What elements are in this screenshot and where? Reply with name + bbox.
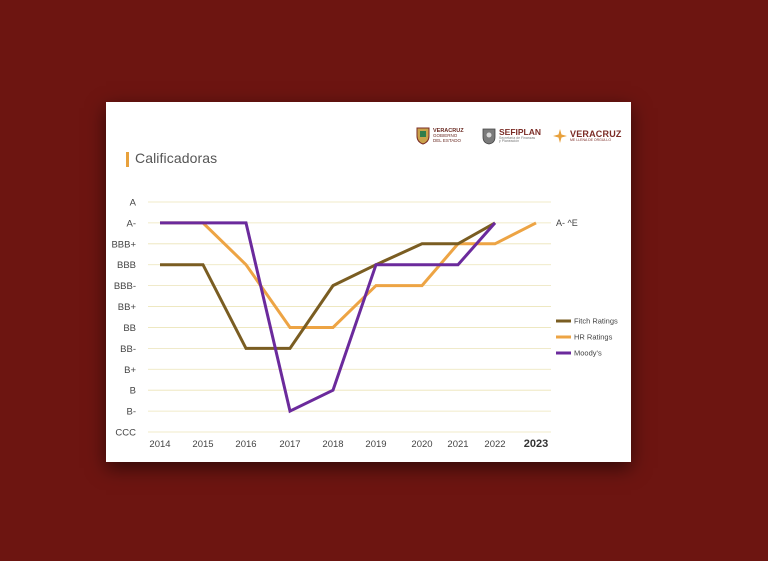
veracruz-orgullo-logo: VERACRUZ ME LLENA DE ORGULLO [553, 120, 622, 152]
slide: Calificadoras VERACRUZ GOBIERNO DEL ESTA… [106, 102, 631, 462]
sefiplan-logo: SEFIPLAN Secretaría de Finanzas y Planea… [482, 120, 541, 152]
x-tick-label: 2021 [447, 439, 468, 450]
x-tick-label: 2017 [279, 439, 300, 450]
grid-lines [148, 201, 551, 433]
y-tick-label: B- [127, 407, 137, 418]
y-tick-label: BBB- [114, 281, 136, 292]
logo2-line2: Secretaría de Finanzas [499, 135, 536, 140]
y-tick-label: BB [123, 323, 136, 334]
x-tick-label: 2015 [192, 439, 213, 450]
crest-icon [482, 128, 496, 145]
legend-label: Moody's [574, 349, 602, 358]
series-line-fitch-ratings [160, 221, 496, 350]
y-tick-label: B+ [124, 365, 136, 376]
y-tick-label: CCC [115, 428, 136, 439]
x-tick-label: 2016 [235, 439, 256, 450]
veracruz-gobierno-logo: VERACRUZ GOBIERNO DEL ESTADO [416, 120, 464, 152]
logo1-line3: DEL ESTADO [433, 137, 462, 143]
y-tick-label: A [130, 198, 137, 209]
title-accent-bar [126, 152, 129, 167]
x-tick-label: 2018 [322, 439, 343, 450]
x-tick-label: 2019 [365, 439, 386, 450]
logo2-line3: y Planeación [499, 139, 520, 144]
logo3-line2: ME LLENA DE ORGULLO [570, 137, 612, 142]
y-tick-label: BBB [117, 260, 136, 271]
logo1-line1: VERACRUZ [433, 127, 464, 134]
y-tick-label: B [130, 386, 136, 397]
logo2-line1: SEFIPLAN [499, 127, 542, 138]
series-lines [160, 221, 537, 414]
x-tick-label: 2014 [149, 439, 170, 450]
x-tick-label: 2023 [524, 438, 548, 450]
logos: VERACRUZ GOBIERNO DEL ESTADO SEFIPLAN Se… [416, 120, 626, 152]
y-tick-label: BB- [120, 344, 136, 355]
legend-label: HR Ratings [574, 333, 613, 342]
legend-label: Fitch Ratings [574, 317, 618, 326]
series-line-moody-s [160, 221, 497, 414]
y-tick-label: A- [127, 218, 137, 229]
y-tick-label: BBB+ [111, 239, 136, 250]
logo3-line1: VERACRUZ [570, 128, 622, 139]
annotation-label: A- ^E [556, 218, 578, 228]
legend: Fitch Ratings HR Ratings Moody's [556, 317, 618, 358]
x-tick-label: 2020 [411, 439, 432, 450]
x-tick-label: 2022 [484, 439, 505, 450]
x-axis-labels: 2014 2015 2016 2017 2018 2019 2020 2021 2022 2023 [149, 438, 548, 450]
star-burst-icon [553, 129, 567, 143]
slide-title: Calificadoras [135, 150, 218, 166]
y-tick-label: BB+ [118, 302, 137, 313]
logo1-line2: GOBIERNO [433, 133, 458, 139]
shield-icon [416, 127, 430, 145]
